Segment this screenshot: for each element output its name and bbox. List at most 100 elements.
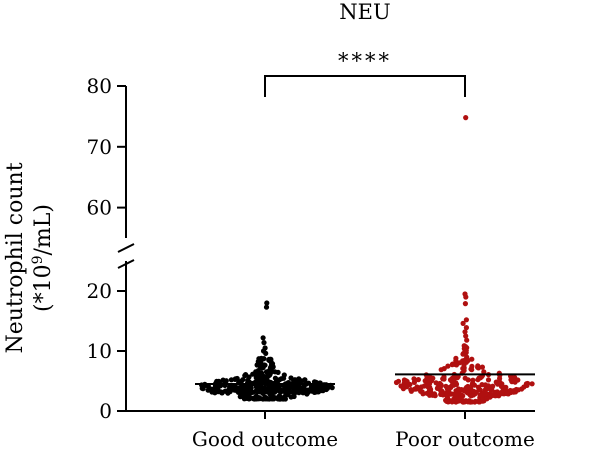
y-tick-label: 20 xyxy=(87,279,112,303)
data-point xyxy=(461,362,467,368)
data-point xyxy=(395,378,402,384)
data-point xyxy=(485,377,492,383)
data-points xyxy=(199,115,535,405)
data-point xyxy=(428,386,434,393)
data-point xyxy=(244,395,250,401)
data-point xyxy=(297,385,304,391)
data-point xyxy=(468,393,474,399)
data-point xyxy=(446,387,452,393)
data-point xyxy=(253,384,259,390)
data-point xyxy=(462,329,468,335)
data-point xyxy=(225,388,231,394)
data-point xyxy=(261,362,267,368)
data-point xyxy=(473,389,479,395)
data-point xyxy=(265,373,272,379)
data-point xyxy=(261,340,267,346)
data-point xyxy=(402,378,408,384)
data-point xyxy=(453,394,459,400)
data-point xyxy=(523,381,530,387)
data-point xyxy=(439,391,445,397)
center-lines xyxy=(195,373,535,385)
data-point xyxy=(443,383,449,389)
data-point xyxy=(453,355,459,361)
data-point xyxy=(460,320,466,326)
data-point xyxy=(519,386,525,392)
data-point xyxy=(285,391,291,397)
data-point xyxy=(460,358,466,364)
data-point xyxy=(463,333,469,339)
data-point xyxy=(453,362,460,368)
axis-break-mark-lower xyxy=(117,259,135,269)
data-point xyxy=(420,391,426,397)
significance-bracket: **** xyxy=(264,49,466,97)
data-point xyxy=(411,379,417,385)
data-point xyxy=(263,395,269,401)
data-point xyxy=(313,389,319,395)
data-point xyxy=(220,377,226,383)
y-ticks: 0 10 20 60 70 80 xyxy=(87,74,126,423)
data-point xyxy=(240,393,246,399)
y-tick-label: 80 xyxy=(87,74,112,98)
data-point xyxy=(483,390,489,397)
y-tick-label: 60 xyxy=(87,196,112,220)
data-point xyxy=(278,389,284,395)
y-tick-label: 10 xyxy=(87,339,112,363)
data-point xyxy=(281,375,287,381)
data-point xyxy=(243,372,249,378)
data-point xyxy=(298,378,304,384)
data-point xyxy=(426,377,432,383)
y-axis-label: Neutrophil count (*109/mL) xyxy=(3,162,56,353)
data-point xyxy=(418,384,424,390)
data-point xyxy=(463,344,469,350)
data-point xyxy=(461,388,467,394)
data-point xyxy=(459,398,465,404)
chart-title: NEU xyxy=(339,0,390,24)
data-point xyxy=(463,294,469,300)
data-point xyxy=(214,378,220,384)
data-point xyxy=(490,383,496,389)
data-point xyxy=(263,304,270,310)
data-point xyxy=(213,387,219,393)
data-point xyxy=(414,384,420,390)
data-point xyxy=(228,377,234,383)
y-axis-label-line1: Neutrophil count xyxy=(3,162,28,353)
data-point xyxy=(463,350,469,356)
x-tick-label: Poor outcome xyxy=(395,427,535,451)
data-point xyxy=(494,380,500,386)
data-point xyxy=(484,396,490,402)
data-point xyxy=(267,365,274,371)
data-point xyxy=(449,399,455,405)
data-point xyxy=(463,317,469,323)
data-point xyxy=(481,369,487,375)
data-point xyxy=(465,399,471,405)
data-point xyxy=(240,387,246,393)
data-point xyxy=(260,335,266,341)
data-point xyxy=(475,365,482,371)
data-point xyxy=(529,381,535,387)
data-point xyxy=(462,301,468,307)
data-point xyxy=(264,300,270,306)
data-point xyxy=(261,373,267,380)
data-point xyxy=(499,389,505,395)
data-point xyxy=(455,390,461,396)
data-point xyxy=(255,368,261,374)
data-point xyxy=(491,392,497,398)
data-point xyxy=(269,393,275,399)
data-point xyxy=(479,364,485,370)
axis-break-mark-upper xyxy=(117,243,135,253)
y-axis-label-line2: (*109/mL) xyxy=(30,204,56,312)
data-point xyxy=(449,383,455,389)
data-point xyxy=(252,396,258,402)
data-point xyxy=(304,387,310,393)
axes xyxy=(117,86,535,419)
data-point xyxy=(275,369,281,375)
data-point xyxy=(244,386,250,393)
data-point xyxy=(232,376,239,382)
data-point xyxy=(510,388,517,394)
data-point xyxy=(260,390,266,396)
data-point xyxy=(477,399,483,405)
data-point xyxy=(266,356,272,362)
data-point xyxy=(445,363,451,369)
data-point xyxy=(294,387,300,393)
